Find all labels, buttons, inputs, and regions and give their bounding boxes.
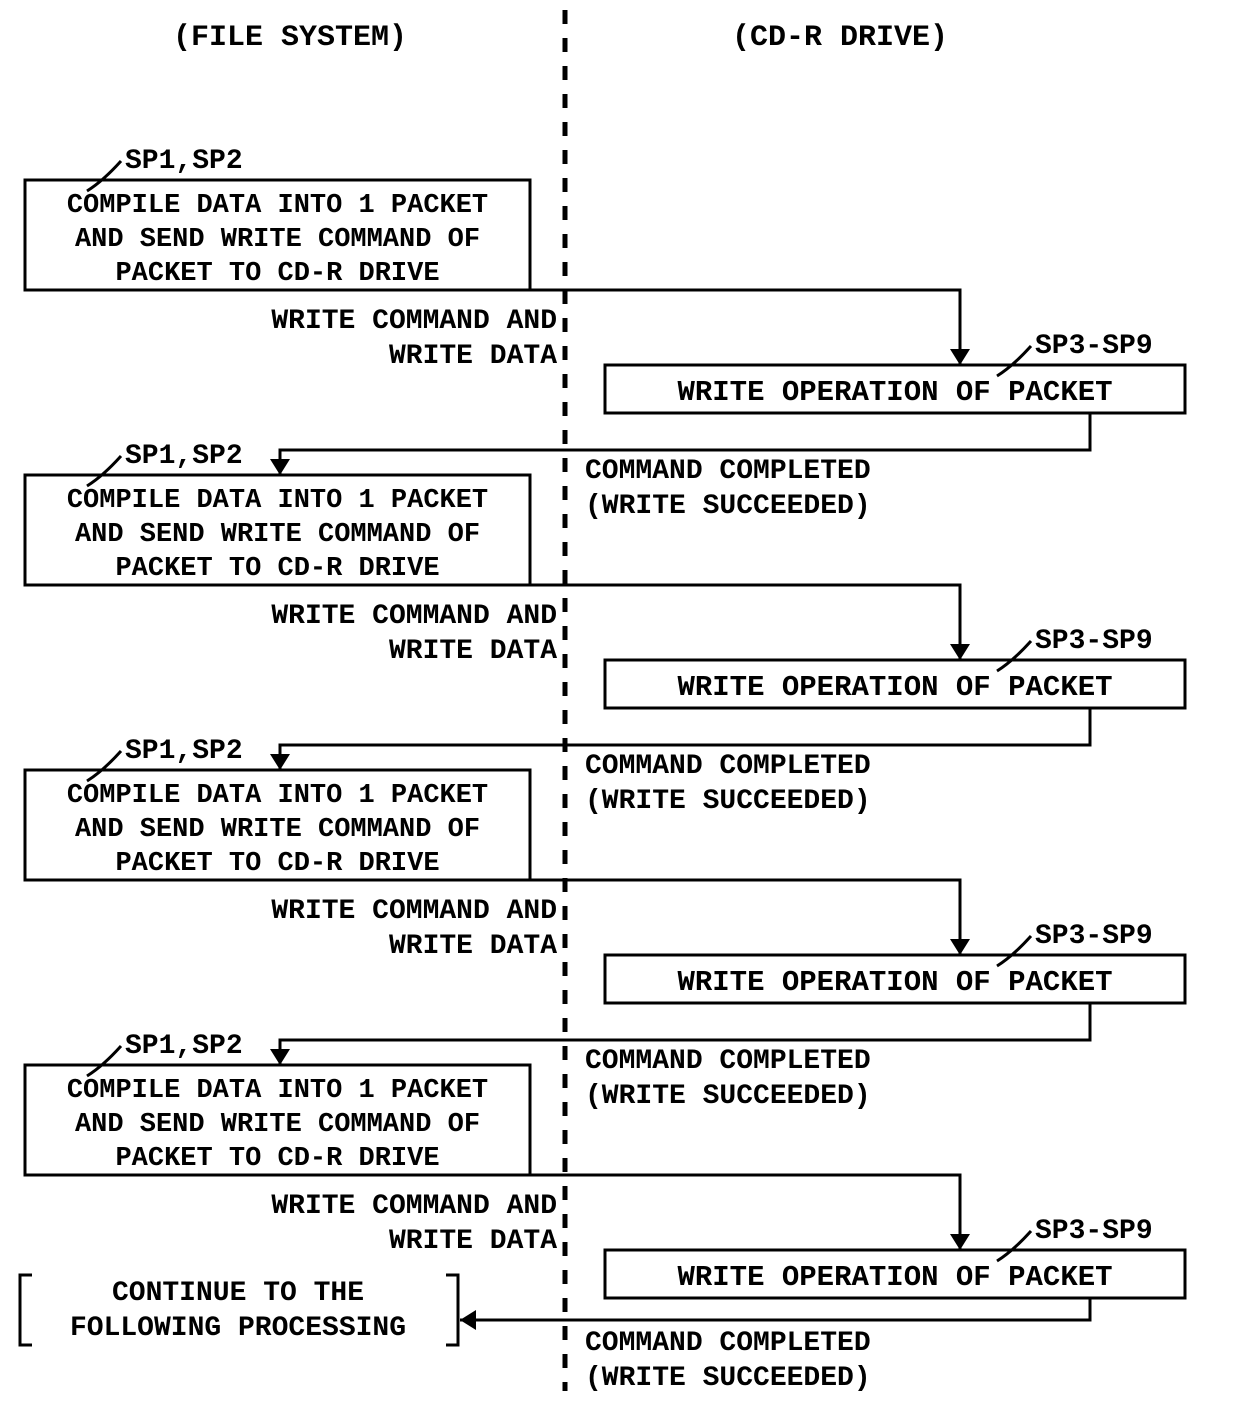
right-callout-0-hook xyxy=(997,346,1031,376)
return-label-0-1: COMMAND COMPLETED xyxy=(585,456,871,487)
right-box-0-label: WRITE OPERATION OF PACKET xyxy=(677,376,1112,409)
right-box-1-label: WRITE OPERATION OF PACKET xyxy=(677,671,1112,704)
header-file-system: (FILE SYSTEM) xyxy=(173,21,407,55)
left-box-1-line3: PACKET TO CD-R DRIVE xyxy=(115,554,439,584)
mid-label-1-1: WRITE COMMAND AND xyxy=(271,601,557,632)
left-box-1-line1: COMPILE DATA INTO 1 PACKET xyxy=(67,486,488,516)
left-box-2-line2: AND SEND WRITE COMMAND OF xyxy=(75,815,480,845)
right-box-2-label: WRITE OPERATION OF PACKET xyxy=(677,966,1112,999)
right-callout-1-hook xyxy=(997,641,1031,671)
mid-label-3-2: WRITE DATA xyxy=(389,1226,557,1257)
left-box-0-line2: AND SEND WRITE COMMAND OF xyxy=(75,225,480,255)
arrow-to-left-1 xyxy=(270,754,290,770)
final-label-2: FOLLOWING PROCESSING xyxy=(70,1313,406,1344)
left-callout-0-hook xyxy=(87,161,121,191)
arrow-to-right-3 xyxy=(950,1234,970,1250)
mid-label-2-2: WRITE DATA xyxy=(389,931,557,962)
left-callout-2-label: SP1,SP2 xyxy=(125,736,243,767)
return-label-1-1: COMMAND COMPLETED xyxy=(585,751,871,782)
left-callout-1-hook xyxy=(87,456,121,486)
mid-label-3-1: WRITE COMMAND AND xyxy=(271,1191,557,1222)
return-label-2-1: COMMAND COMPLETED xyxy=(585,1046,871,1077)
right-box-3-label: WRITE OPERATION OF PACKET xyxy=(677,1261,1112,1294)
left-box-3-line3: PACKET TO CD-R DRIVE xyxy=(115,1144,439,1174)
left-box-3-line1: COMPILE DATA INTO 1 PACKET xyxy=(67,1076,488,1106)
mid-label-0-1: WRITE COMMAND AND xyxy=(271,306,557,337)
return-label-0-2: (WRITE SUCCEEDED) xyxy=(585,491,871,522)
return-label-3-1: COMMAND COMPLETED xyxy=(585,1328,871,1359)
final-bracket-left xyxy=(20,1275,32,1345)
right-callout-3-hook xyxy=(997,1231,1031,1261)
arrow-to-left-2 xyxy=(270,1049,290,1065)
left-box-0-line1: COMPILE DATA INTO 1 PACKET xyxy=(67,191,488,221)
arrow-to-left-0 xyxy=(270,459,290,475)
right-callout-0-label: SP3-SP9 xyxy=(1035,331,1153,362)
right-callout-3-label: SP3-SP9 xyxy=(1035,1216,1153,1247)
left-callout-1-label: SP1,SP2 xyxy=(125,441,243,472)
arrow-to-right-0 xyxy=(950,349,970,365)
left-callout-2-hook xyxy=(87,751,121,781)
return-label-1-2: (WRITE SUCCEEDED) xyxy=(585,786,871,817)
left-box-2-line1: COMPILE DATA INTO 1 PACKET xyxy=(67,781,488,811)
left-callout-0-label: SP1,SP2 xyxy=(125,146,243,177)
left-callout-3-hook xyxy=(87,1046,121,1076)
right-callout-2-hook xyxy=(997,936,1031,966)
header-cdr-drive: (CD-R DRIVE) xyxy=(732,21,948,55)
left-box-1-line2: AND SEND WRITE COMMAND OF xyxy=(75,520,480,550)
arrow-to-right-2 xyxy=(950,939,970,955)
left-box-0-line3: PACKET TO CD-R DRIVE xyxy=(115,259,439,289)
arrow-to-right-1 xyxy=(950,644,970,660)
final-label-1: CONTINUE TO THE xyxy=(112,1278,364,1309)
mid-label-2-1: WRITE COMMAND AND xyxy=(271,896,557,927)
right-callout-1-label: SP3-SP9 xyxy=(1035,626,1153,657)
left-callout-3-label: SP1,SP2 xyxy=(125,1031,243,1062)
right-callout-2-label: SP3-SP9 xyxy=(1035,921,1153,952)
arrow-to-left-3 xyxy=(460,1310,476,1330)
left-box-2-line3: PACKET TO CD-R DRIVE xyxy=(115,849,439,879)
left-box-3-line2: AND SEND WRITE COMMAND OF xyxy=(75,1110,480,1140)
mid-label-1-2: WRITE DATA xyxy=(389,636,557,667)
conn-to-left-3 xyxy=(460,1298,1090,1320)
mid-label-0-2: WRITE DATA xyxy=(389,341,557,372)
final-bracket-right xyxy=(446,1275,458,1345)
return-label-2-2: (WRITE SUCCEEDED) xyxy=(585,1081,871,1112)
return-label-3-2: (WRITE SUCCEEDED) xyxy=(585,1363,871,1394)
